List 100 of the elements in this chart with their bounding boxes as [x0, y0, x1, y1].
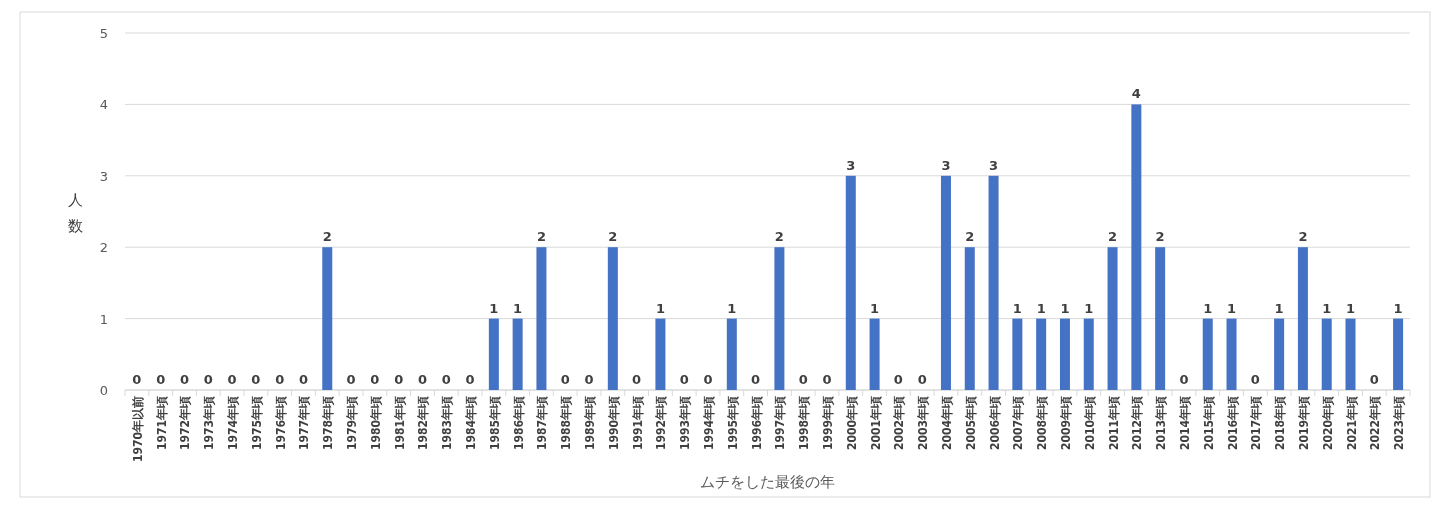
x-tick-label: 1976年頃 [273, 396, 288, 451]
data-label: 0 [751, 372, 761, 387]
x-tick-label: 2018年頃 [1273, 396, 1288, 451]
data-label: 2 [536, 229, 546, 245]
data-label: 1 [489, 300, 499, 316]
x-tick-label: 2013年頃 [1154, 396, 1169, 451]
bar [940, 175, 951, 390]
data-label: 0 [679, 372, 689, 387]
data-label: 2 [1108, 229, 1118, 245]
data-label: 1 [1084, 300, 1094, 316]
x-tick-label: 1986年頃 [511, 396, 526, 451]
bar [1274, 318, 1285, 390]
y-tick-label: 4 [99, 97, 108, 113]
data-label: 0 [1250, 372, 1260, 387]
x-tick-label: 2021年頃 [1344, 396, 1359, 451]
x-tick-label: 2015年頃 [1201, 396, 1216, 451]
bar [1012, 318, 1023, 390]
x-tick-label: 1981年頃 [392, 396, 407, 451]
x-tick-label: 2000年頃 [844, 396, 859, 451]
bar [1297, 247, 1308, 390]
data-label: 0 [227, 372, 237, 387]
bar [1059, 318, 1070, 390]
data-label: 0 [275, 372, 285, 387]
data-label: 2 [1155, 229, 1165, 245]
x-tick-label: 1970年以前 [130, 396, 145, 463]
data-label: 3 [989, 157, 999, 173]
x-tick-label: 1975年頃 [249, 396, 264, 451]
data-label: 0 [560, 372, 570, 387]
bar [1345, 318, 1356, 390]
x-tick-label: 1973年頃 [202, 396, 217, 451]
data-label: 1 [1227, 300, 1237, 316]
data-label: 0 [298, 372, 308, 387]
data-label: 0 [632, 372, 642, 387]
x-tick-label: 1980年頃 [368, 396, 383, 451]
x-tick-label: 2004年頃 [939, 396, 954, 451]
data-label: 1 [1345, 300, 1356, 316]
x-tick-label: 2017年頃 [1249, 396, 1264, 451]
bar [774, 247, 785, 390]
data-label: 1 [727, 300, 737, 316]
bar [607, 247, 618, 390]
bar [1107, 247, 1118, 390]
data-label: 0 [394, 372, 404, 387]
bar [1083, 318, 1094, 390]
data-label: 3 [846, 157, 856, 173]
bar [1036, 318, 1047, 390]
data-label: 0 [703, 372, 713, 387]
x-tick-label: 2001年頃 [868, 396, 883, 451]
x-tick-label: 1995年頃 [725, 396, 740, 451]
x-tick-label: 2023年頃 [1392, 396, 1407, 451]
y-axis-title: 人数 [67, 192, 83, 234]
data-label: 2 [322, 229, 332, 245]
x-tick-label: 1978年頃 [321, 396, 336, 451]
x-tick-label: 1983年頃 [440, 396, 455, 451]
data-label: 4 [1131, 86, 1141, 102]
data-label: 0 [1179, 372, 1189, 387]
data-label: 0 [203, 372, 213, 387]
y-tick-label: 1 [99, 311, 108, 327]
data-label: 1 [1203, 300, 1213, 316]
bar [536, 247, 547, 390]
data-label: 1 [1322, 300, 1332, 316]
x-tick-label: 1990年頃 [606, 396, 621, 451]
x-tick-label: 2005年頃 [963, 396, 978, 451]
x-tick-label: 1992年頃 [654, 396, 669, 451]
x-tick-label: 1972年頃 [178, 396, 193, 451]
x-tick-label: 2011年頃 [1106, 396, 1121, 451]
data-label: 2 [1298, 229, 1308, 245]
data-label: 0 [441, 372, 451, 387]
y-tick-label: 5 [99, 26, 108, 41]
x-tick-label: 1991年頃 [630, 396, 645, 451]
bar [1202, 318, 1213, 390]
y-tick-label: 3 [99, 168, 108, 184]
data-label: 2 [965, 229, 975, 245]
x-tick-label: 2019年頃 [1296, 396, 1311, 451]
x-tick-label: 2020年頃 [1320, 396, 1335, 451]
x-tick-label: 2002年頃 [892, 396, 907, 451]
bar [726, 318, 737, 390]
data-label: 0 [798, 372, 808, 387]
x-tick-label: 2014年頃 [1177, 396, 1192, 451]
data-label: 0 [465, 372, 475, 387]
data-label: 0 [1369, 372, 1379, 387]
x-tick-label: 2009年頃 [1058, 396, 1073, 451]
x-tick-label: 2008年頃 [1035, 396, 1050, 451]
data-label: 1 [513, 300, 523, 316]
data-label: 3 [941, 157, 951, 173]
data-label: 0 [251, 372, 261, 387]
x-tick-label: 2010年頃 [1082, 396, 1097, 451]
data-label: 0 [417, 372, 427, 387]
x-tick-label: 1985年頃 [487, 396, 502, 451]
x-tick-label: 1984年頃 [464, 396, 479, 451]
bar [964, 247, 975, 390]
bar [1321, 318, 1332, 390]
bar [1155, 247, 1166, 390]
x-tick-label: 1982年頃 [416, 396, 431, 451]
data-label: 0 [179, 372, 190, 387]
bar [488, 318, 499, 390]
x-tick-label: 1999年頃 [820, 396, 835, 451]
x-tick-label: 2022年頃 [1368, 396, 1383, 451]
bar [1131, 104, 1142, 390]
data-label: 0 [822, 372, 832, 387]
y-tick-label: 0 [99, 383, 108, 398]
